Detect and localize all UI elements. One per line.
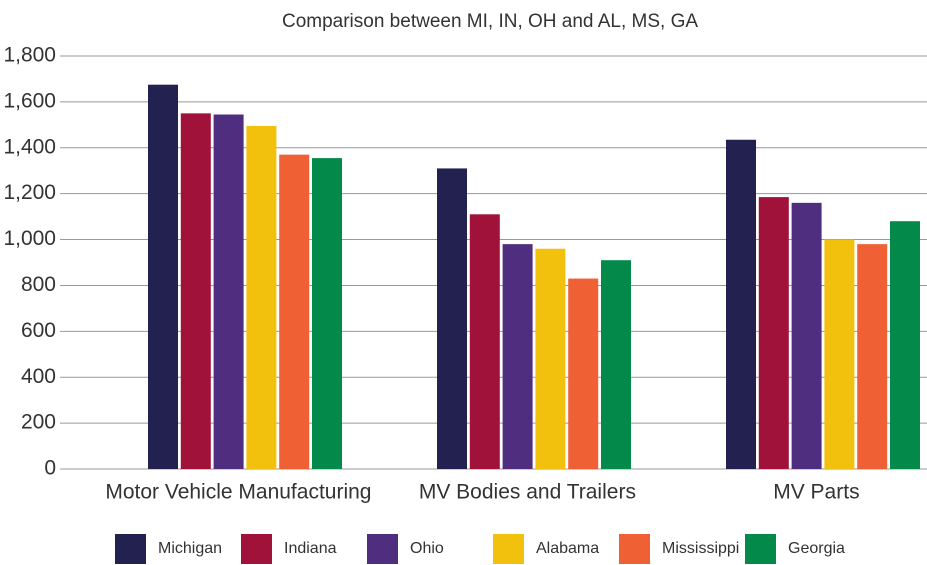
legend-label: Georgia xyxy=(788,540,845,557)
legend-label: Mississippi xyxy=(662,540,739,557)
y-tick-label: 1,800 xyxy=(3,44,56,67)
y-tick-label: 1,400 xyxy=(3,135,56,158)
legend-swatch xyxy=(115,534,146,564)
legend-swatch xyxy=(241,534,272,564)
bar xyxy=(601,260,631,469)
y-tick-label: 1,000 xyxy=(3,227,56,250)
x-tick-label: Motor Vehicle Manufacturing xyxy=(105,481,371,504)
y-tick-label: 800 xyxy=(21,273,56,296)
y-tick-label: 200 xyxy=(21,411,56,434)
bar xyxy=(279,154,310,469)
legend-label: Indiana xyxy=(284,540,337,557)
x-tick-label: MV Parts xyxy=(773,481,859,504)
legend-label: Alabama xyxy=(536,540,599,557)
x-tick-label: MV Bodies and Trailers xyxy=(419,481,636,504)
bar xyxy=(502,244,533,469)
bar xyxy=(791,202,822,469)
bar xyxy=(469,214,500,469)
bar xyxy=(246,125,277,469)
y-tick-label: 1,200 xyxy=(3,181,56,204)
legend-swatch xyxy=(619,534,650,564)
bar xyxy=(312,158,342,469)
y-tick-label: 0 xyxy=(44,457,56,480)
legend-swatch xyxy=(367,534,398,564)
bar xyxy=(535,248,566,469)
bar xyxy=(180,113,211,469)
chart-title: Comparison between MI, IN, OH and AL, MS… xyxy=(282,11,698,32)
bar xyxy=(213,114,244,469)
bar xyxy=(758,197,789,469)
y-tick-label: 1,600 xyxy=(3,89,56,112)
bar xyxy=(857,244,888,469)
bar xyxy=(824,239,855,469)
legend-swatch xyxy=(745,534,776,564)
legend-swatch xyxy=(493,534,524,564)
bar xyxy=(437,168,467,469)
legend-label: Ohio xyxy=(410,540,444,557)
bar xyxy=(148,84,178,470)
y-tick-label: 600 xyxy=(21,319,56,342)
legend-label: Michigan xyxy=(158,540,222,557)
bar xyxy=(568,278,599,469)
y-tick-label: 400 xyxy=(21,365,56,388)
bar xyxy=(726,139,756,469)
bar xyxy=(890,221,920,469)
